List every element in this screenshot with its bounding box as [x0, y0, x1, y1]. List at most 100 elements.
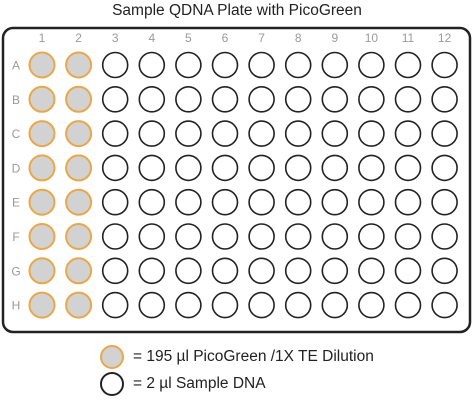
well-E12: [431, 188, 458, 216]
well-A1: [28, 51, 56, 79]
well-G9: [321, 257, 349, 285]
well-F1: [28, 223, 56, 250]
well-E3: [101, 188, 129, 216]
well-H11: [394, 291, 422, 319]
well-B1: [28, 85, 56, 113]
well-H2: [65, 291, 93, 319]
well-G7: [248, 257, 275, 285]
column-header-1: 1: [39, 31, 46, 45]
well-E2: [65, 188, 93, 216]
well-G6: [211, 257, 239, 285]
legend-filled-swatch: [100, 345, 124, 369]
legend-filled-label: = 195 µl PicoGreen /1X TE Dilution: [133, 348, 374, 365]
well-C4: [138, 120, 166, 147]
well-A3: [101, 51, 129, 79]
well-G11: [394, 257, 422, 285]
well-A2: [65, 51, 93, 79]
well-F2: [65, 223, 93, 250]
column-header-3: 3: [112, 31, 119, 45]
well-D8: [284, 154, 312, 182]
well-B11: [394, 86, 422, 113]
legend-item-empty: = 2 µl Sample DNA: [100, 370, 266, 398]
well-D10: [358, 154, 385, 182]
well-G4: [138, 257, 166, 285]
well-A11: [394, 51, 422, 79]
well-H8: [284, 291, 312, 319]
legend-item-filled: = 195 µl PicoGreen /1X TE Dilution: [100, 343, 374, 371]
well-F11: [394, 223, 422, 250]
well-B5: [175, 86, 202, 113]
well-G8: [284, 257, 312, 285]
well-F3: [101, 223, 129, 250]
well-B2: [65, 85, 93, 113]
well-F6: [211, 223, 239, 250]
well-F8: [284, 223, 312, 250]
column-header-2: 2: [75, 31, 82, 45]
well-C11: [394, 120, 422, 147]
row-header-H: H: [12, 299, 21, 313]
well-B7: [248, 86, 275, 113]
well-E5: [175, 188, 202, 216]
well-E4: [138, 188, 166, 216]
row-header-G: G: [11, 264, 20, 278]
well-D5: [175, 154, 202, 182]
well-B12: [431, 86, 458, 113]
well-A10: [358, 51, 385, 79]
row-header-E: E: [12, 196, 20, 210]
column-header-11: 11: [402, 31, 415, 45]
well-H6: [211, 291, 239, 319]
well-F4: [138, 223, 166, 250]
well-G10: [358, 257, 385, 285]
well-B8: [284, 86, 312, 113]
well-B10: [358, 86, 385, 113]
well-H12: [431, 291, 458, 319]
well-E6: [211, 188, 239, 216]
well-C10: [358, 120, 385, 147]
well-B4: [138, 86, 166, 113]
well-A6: [211, 51, 239, 79]
legend-empty-swatch: [100, 372, 124, 396]
well-D7: [248, 154, 275, 182]
wells: [28, 51, 458, 319]
well-A12: [431, 51, 458, 79]
well-D9: [321, 154, 349, 182]
column-header-7: 7: [258, 31, 265, 45]
well-B3: [101, 86, 129, 113]
well-A9: [321, 51, 349, 79]
column-header-12: 12: [438, 31, 452, 45]
row-header-C: C: [12, 127, 21, 141]
well-E1: [28, 188, 56, 216]
well-F7: [248, 223, 275, 250]
well-D4: [138, 154, 166, 182]
well-G1: [28, 257, 56, 285]
well-E7: [248, 188, 275, 216]
well-E10: [358, 188, 385, 216]
column-header-6: 6: [222, 31, 229, 45]
well-A7: [248, 51, 275, 79]
well-B6: [211, 86, 239, 113]
well-D1: [28, 154, 56, 182]
well-D6: [211, 154, 239, 182]
figure-title: Sample QDNA Plate with PicoGreen: [112, 2, 362, 19]
column-header-4: 4: [148, 31, 155, 45]
column-header-5: 5: [185, 31, 192, 45]
well-H5: [175, 291, 202, 319]
column-header-10: 10: [365, 31, 379, 45]
well-H1: [28, 291, 56, 319]
row-header-A: A: [12, 59, 20, 73]
well-C9: [321, 120, 349, 147]
well-C6: [211, 120, 239, 147]
well-A4: [138, 51, 166, 79]
legend-empty-label: = 2 µl Sample DNA: [133, 375, 266, 392]
well-E8: [284, 188, 312, 216]
well-C2: [65, 120, 93, 148]
well-F9: [321, 223, 349, 250]
column-header-8: 8: [295, 31, 302, 45]
well-H9: [321, 291, 349, 319]
well-H3: [101, 291, 129, 319]
row-header-F: F: [12, 230, 19, 244]
well-D11: [394, 154, 422, 182]
well-H4: [138, 291, 166, 319]
